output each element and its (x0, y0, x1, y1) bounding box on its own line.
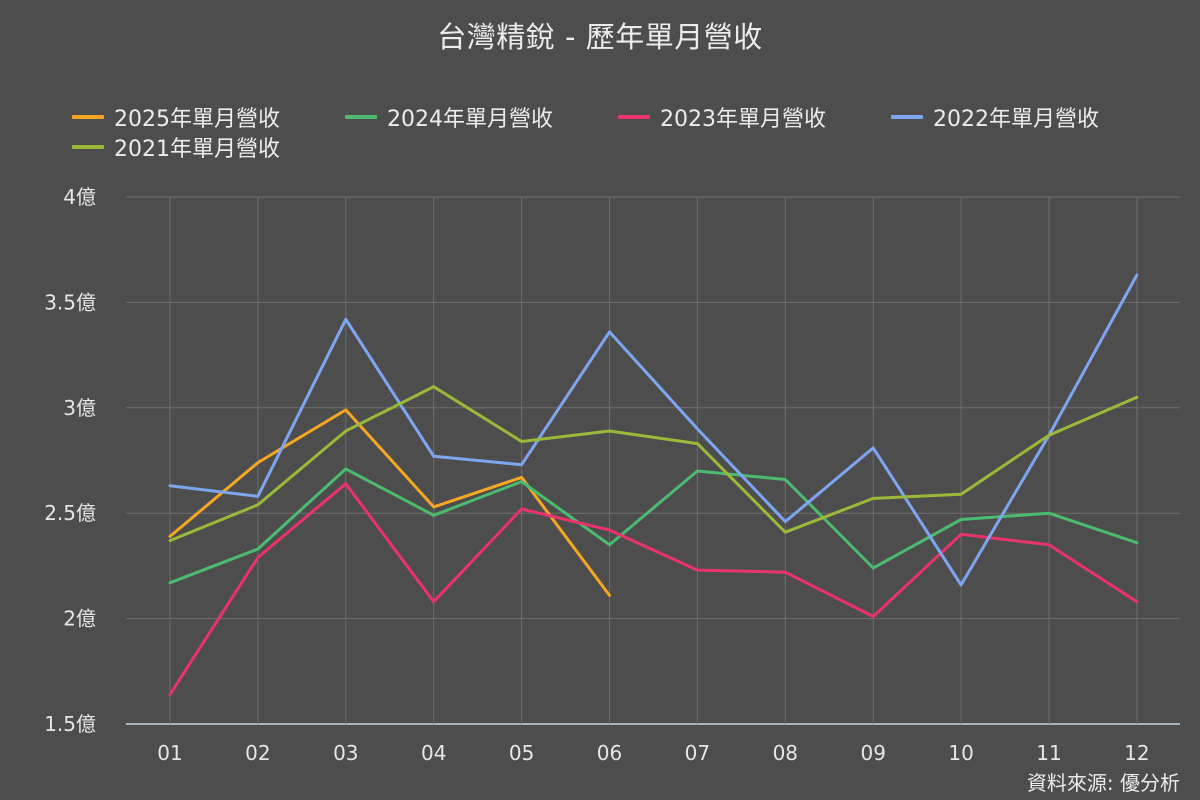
legend-item[interactable]: 2022年單月營收 (891, 102, 1164, 132)
grid-layer (126, 196, 1180, 725)
y-tick-label: 3.5億 (44, 290, 96, 314)
x-tick-label: 09 (860, 741, 885, 765)
x-tick-label: 07 (685, 741, 710, 765)
x-tick-label: 12 (1124, 741, 1149, 765)
legend-label: 2025年單月營收 (114, 107, 280, 132)
series-line-1 (168, 467, 1139, 585)
x-tick-label: 01 (157, 741, 182, 765)
x-tick-label: 10 (948, 741, 973, 765)
chart-title: 台灣精銳 - 歷年單月營收 (437, 20, 763, 54)
series-line-2 (168, 482, 1139, 696)
x-tick-label: 02 (245, 741, 270, 765)
series-line-3 (168, 273, 1139, 587)
axis-layer: 1.5億 2億 2.5億 3億 3.5億 4億 01 02 03 04 05 06 07 08 09 10 11… (44, 185, 1149, 765)
y-tick-label: 3億 (63, 396, 96, 420)
legend: 2025年單月營收 2024年單月營收 2023年單月營收 2022年單月營收 2021… (72, 102, 1172, 162)
legend-label: 2023年單月營收 (660, 107, 826, 132)
legend-swatch (618, 115, 650, 119)
legend-label: 2022年單月營收 (933, 107, 1099, 132)
legend-item[interactable]: 2025年單月營收 (72, 102, 345, 132)
legend-swatch (72, 115, 104, 119)
y-tick-label: 1.5億 (44, 712, 96, 736)
legend-item[interactable]: 2024年單月營收 (345, 102, 618, 132)
legend-swatch (891, 115, 923, 119)
x-tick-label: 04 (421, 741, 446, 765)
x-tick-label: 03 (333, 741, 358, 765)
series-layer (168, 273, 1139, 696)
series-line-4 (168, 385, 1139, 543)
legend-swatch (72, 145, 104, 149)
x-tick-label: 05 (509, 741, 534, 765)
x-tick-label: 06 (597, 741, 622, 765)
series-line-0 (168, 408, 611, 597)
y-tick-label: 2.5億 (44, 501, 96, 525)
legend-label: 2021年單月營收 (114, 137, 280, 162)
y-tick-label: 4億 (63, 185, 96, 209)
legend-swatch (345, 115, 377, 119)
legend-label: 2024年單月營收 (387, 107, 553, 132)
legend-item[interactable]: 2021年單月營收 (72, 132, 345, 162)
x-tick-label: 08 (773, 741, 798, 765)
legend-item[interactable]: 2023年單月營收 (618, 102, 891, 132)
x-tick-label: 11 (1036, 741, 1061, 765)
source-note: 資料來源: 優分析 (1026, 771, 1180, 795)
y-tick-label: 2億 (63, 607, 96, 631)
